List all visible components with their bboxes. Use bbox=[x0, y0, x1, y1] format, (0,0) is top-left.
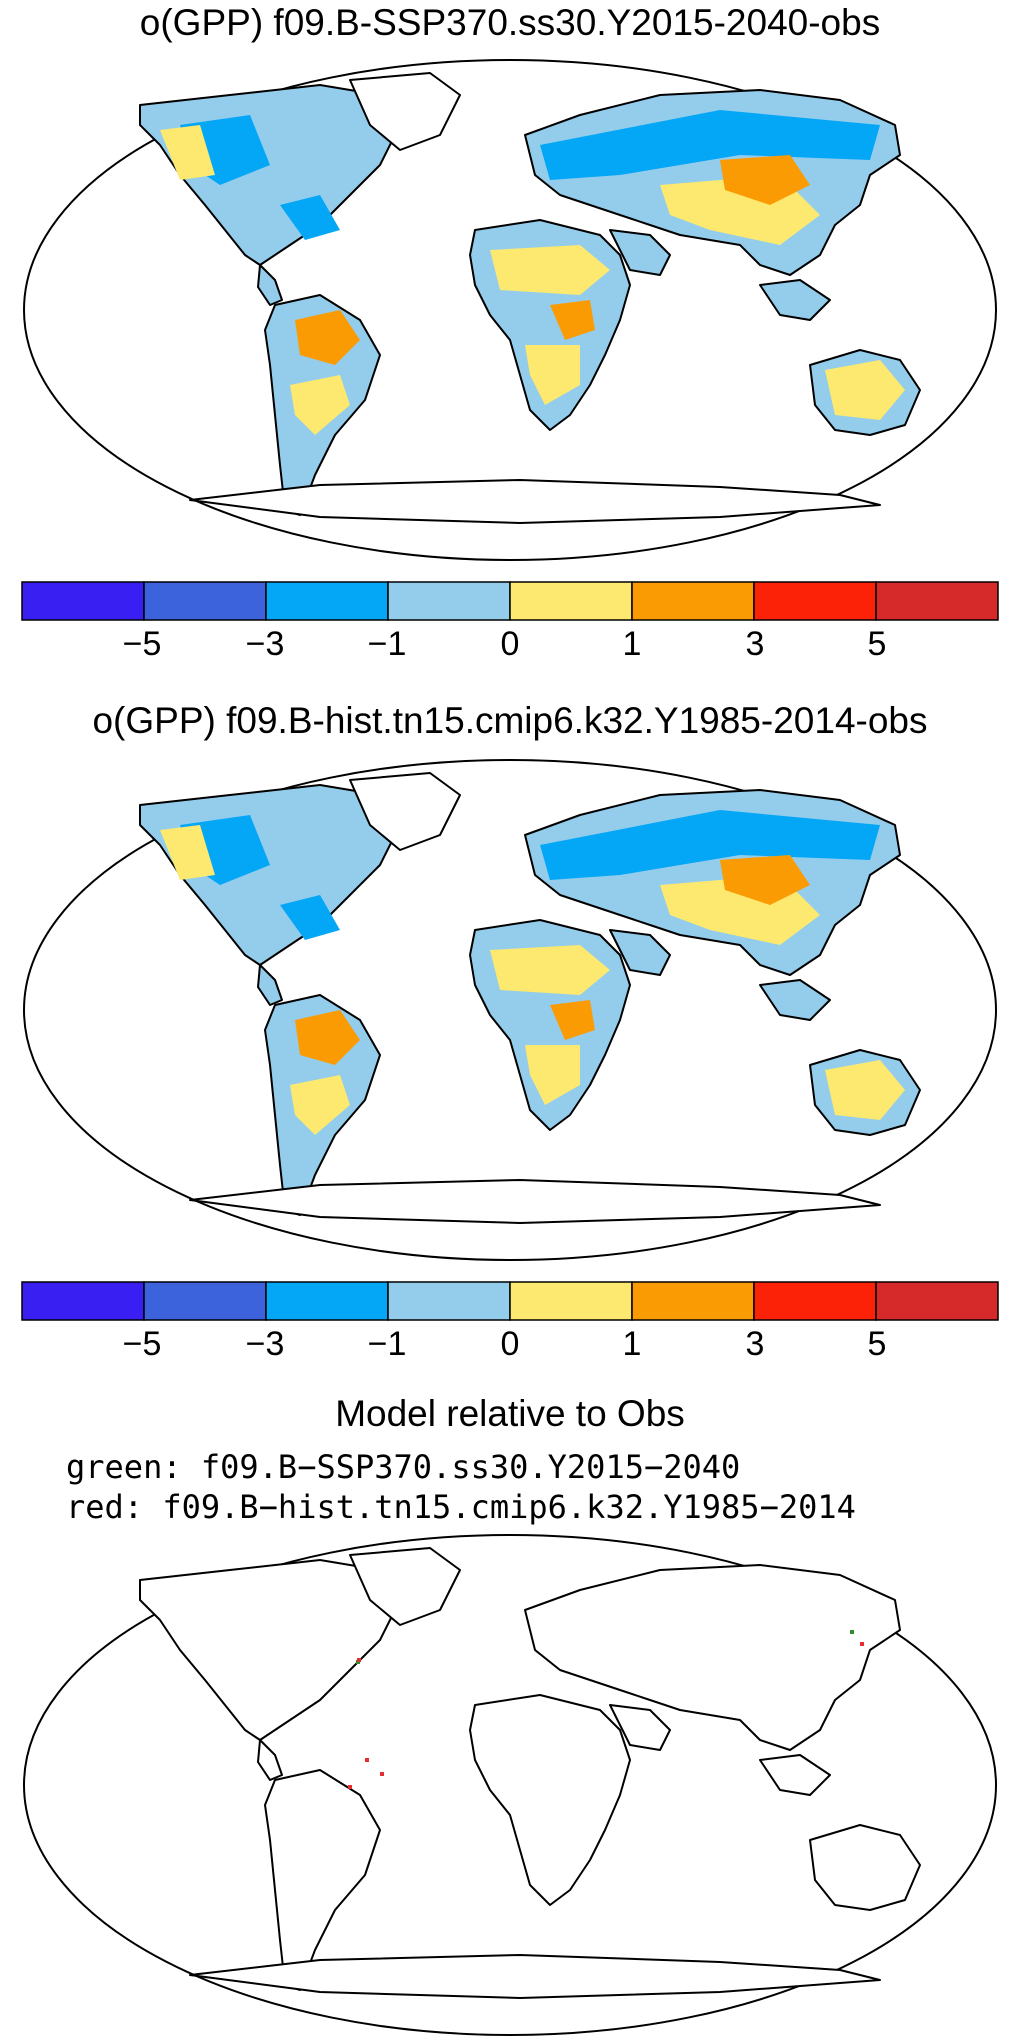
anomaly-patch-yellow bbox=[825, 1060, 905, 1120]
anomaly-patch-blue bbox=[280, 895, 340, 940]
panel2-tick: 5 bbox=[867, 1325, 887, 1363]
panel2-tick: −1 bbox=[367, 1325, 407, 1363]
colorbar-swatch bbox=[875, 581, 999, 621]
panel2-tick: −5 bbox=[122, 1325, 162, 1363]
anomaly-patch-orange bbox=[295, 1010, 360, 1065]
panel2-tick: 3 bbox=[745, 1325, 765, 1363]
panel1-tick: 0 bbox=[500, 625, 520, 663]
panel1-title: o(GPP) f09.B-SSP370.ss30.Y2015-2040-obs bbox=[139, 2, 881, 43]
continent-seAsia bbox=[759, 979, 831, 1021]
anomaly-patch-blue bbox=[280, 195, 340, 240]
anomaly-patch-yellow bbox=[525, 1045, 580, 1105]
colorbar-swatch bbox=[265, 581, 389, 621]
difference-marker-red bbox=[348, 1785, 352, 1789]
difference-marker-red bbox=[365, 1758, 369, 1762]
anomaly-patch-orange bbox=[295, 310, 360, 365]
anomaly-patch-yellow bbox=[160, 125, 215, 180]
continent-centralAm bbox=[257, 964, 283, 1006]
panel2-colorbar-ticks: −5 −3 −1 0 1 3 5 bbox=[0, 1325, 1020, 1369]
panel2-tick: −3 bbox=[245, 1325, 285, 1363]
continent-arabia bbox=[609, 1704, 671, 1751]
panel3-map bbox=[23, 1534, 997, 2036]
panel1-tick: −5 bbox=[122, 625, 162, 663]
anomaly-patch-orange bbox=[550, 1000, 595, 1040]
colorbar-swatch bbox=[875, 1281, 999, 1321]
panel1-tick: −1 bbox=[367, 625, 407, 663]
anomaly-patch-yellow bbox=[525, 345, 580, 405]
colorbar-swatch bbox=[509, 581, 633, 621]
continent-arabia bbox=[609, 929, 671, 976]
colorbar-swatch bbox=[753, 1281, 877, 1321]
panel2-map bbox=[23, 759, 997, 1261]
anomaly-patch-orange bbox=[720, 155, 810, 205]
panel2-title: o(GPP) f09.B-hist.tn15.cmip6.k32.Y1985-2… bbox=[92, 700, 928, 741]
colorbar-swatch bbox=[21, 581, 145, 621]
colorbar-swatch bbox=[21, 1281, 145, 1321]
continent-greenland bbox=[349, 1547, 461, 1626]
colorbar-swatch bbox=[387, 581, 511, 621]
panel1-tick: 1 bbox=[622, 625, 642, 663]
continent-arabia bbox=[609, 229, 671, 276]
panel1-map bbox=[23, 59, 997, 561]
panel1-tick: −3 bbox=[245, 625, 285, 663]
colorbar-swatch bbox=[387, 1281, 511, 1321]
panel3-title: Model relative to Obs bbox=[335, 1393, 685, 1434]
panel1-tick: 3 bbox=[745, 625, 765, 663]
anomaly-patch-yellow bbox=[825, 360, 905, 420]
continent-greenland bbox=[349, 772, 461, 851]
colorbar-swatch bbox=[631, 1281, 755, 1321]
anomaly-patch-orange bbox=[550, 300, 595, 340]
anomaly-patch-yellow bbox=[290, 1075, 350, 1135]
continent-seAsia bbox=[759, 279, 831, 321]
panel1-colorbar bbox=[21, 581, 999, 621]
anomaly-patch-yellow bbox=[490, 945, 610, 995]
panel1-colorbar-ticks: −5 −3 −1 0 1 3 5 bbox=[0, 625, 1020, 669]
continent-antarctica bbox=[189, 1179, 881, 1224]
panel2-colorbar bbox=[21, 1281, 999, 1321]
difference-marker-red bbox=[860, 1642, 864, 1646]
colorbar-swatch bbox=[265, 1281, 389, 1321]
continent-antarctica bbox=[189, 479, 881, 524]
continent-centralAm bbox=[257, 264, 283, 306]
continent-greenland bbox=[349, 72, 461, 151]
difference-marker-green bbox=[850, 1630, 854, 1634]
colorbar-swatch bbox=[143, 581, 267, 621]
anomaly-patch-yellow bbox=[160, 825, 215, 880]
colorbar-swatch bbox=[509, 1281, 633, 1321]
continent-centralAm bbox=[257, 1739, 283, 1781]
anomaly-patch-blue bbox=[540, 110, 880, 180]
anomaly-patch-blue bbox=[540, 810, 880, 880]
panel2-tick: 1 bbox=[622, 1325, 642, 1363]
continent-africa bbox=[469, 1694, 631, 1906]
difference-marker-red bbox=[357, 1658, 361, 1662]
panel1-tick: 5 bbox=[867, 625, 887, 663]
difference-marker-red bbox=[380, 1772, 384, 1776]
anomaly-patch-yellow bbox=[290, 375, 350, 435]
colorbar-swatch bbox=[631, 581, 755, 621]
panel2-tick: 0 bbox=[500, 1325, 520, 1363]
colorbar-swatch bbox=[753, 581, 877, 621]
continent-antarctica bbox=[189, 1954, 881, 1999]
continent-seAsia bbox=[759, 1754, 831, 1796]
continent-australia bbox=[809, 1824, 921, 1911]
continent-eurasia bbox=[524, 1564, 901, 1751]
legend-green-line: green: f09.B−SSP370.ss30.Y2015−2040 bbox=[66, 1448, 741, 1486]
colorbar-swatch bbox=[143, 1281, 267, 1321]
legend-red-line: red: f09.B−hist.tn15.cmip6.k32.Y1985−201… bbox=[66, 1488, 856, 1526]
anomaly-patch-orange bbox=[720, 855, 810, 905]
anomaly-patch-yellow bbox=[490, 245, 610, 295]
